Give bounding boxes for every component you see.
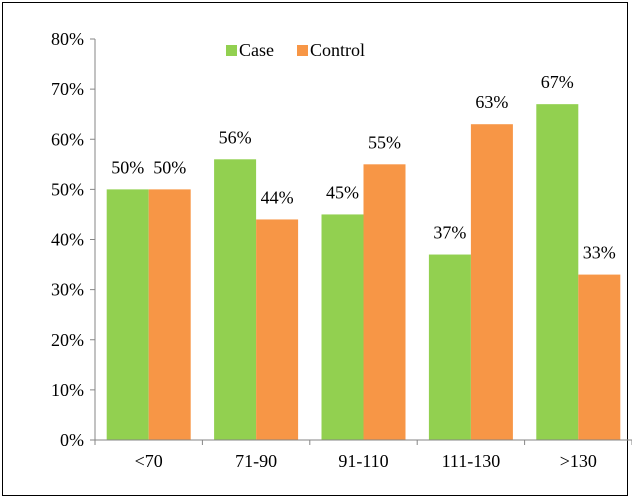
bar-case-1 (106, 189, 149, 440)
x-tick-label-4: 111-130 (442, 451, 501, 471)
y-tick-label-1: 0% (60, 430, 84, 450)
data-label-control-5: 33% (583, 243, 616, 263)
bar-case-3 (321, 214, 364, 440)
y-tick-label-4: 30% (51, 280, 84, 300)
bar-control-4 (470, 124, 513, 441)
bars-group (106, 104, 621, 441)
data-label-control-4: 63% (475, 92, 508, 112)
y-tick-label-2: 10% (51, 380, 84, 400)
bar-case-4 (428, 254, 471, 440)
bar-case-2 (214, 159, 257, 441)
data-label-case-4: 37% (433, 223, 466, 243)
labels-group: 50% 50% <70 56% 44% 71-90 45% 55% 91-110 37% 63% 11… (51, 29, 616, 471)
legend-swatch-case (226, 45, 237, 56)
x-tick-label-1: <70 (135, 451, 163, 471)
data-label-case-2: 56% (219, 127, 252, 147)
data-label-case-5: 67% (541, 72, 574, 92)
y-tick-label-8: 70% (51, 79, 84, 99)
data-label-control-3: 55% (368, 132, 401, 152)
data-label-case-1: 50% (111, 157, 144, 177)
legend: Case Control (226, 40, 365, 60)
y-tick-label-3: 20% (51, 330, 84, 350)
legend-label-control: Control (310, 40, 365, 60)
x-tick-label-2: 71-90 (235, 451, 277, 471)
x-tick-label-5: >130 (560, 451, 597, 471)
axes-group (90, 38, 632, 445)
chart-frame (2, 2, 628, 496)
bar-control-1 (148, 189, 191, 440)
y-tick-label-6: 50% (51, 179, 84, 199)
data-label-case-3: 45% (326, 182, 359, 202)
legend-label-case: Case (239, 40, 274, 60)
y-tick-label-7: 60% (51, 129, 84, 149)
y-tick-label-9: 80% (51, 29, 84, 49)
x-tick-label-3: 91-110 (338, 451, 388, 471)
data-label-control-1: 50% (153, 157, 186, 177)
bar-control-2 (256, 219, 299, 440)
legend-swatch-control (297, 45, 308, 56)
bar-case-5 (536, 104, 579, 440)
y-tick-label-5: 40% (51, 230, 84, 250)
data-label-control-2: 44% (261, 187, 294, 207)
bar-control-3 (363, 164, 406, 440)
bar-control-5 (578, 274, 621, 440)
